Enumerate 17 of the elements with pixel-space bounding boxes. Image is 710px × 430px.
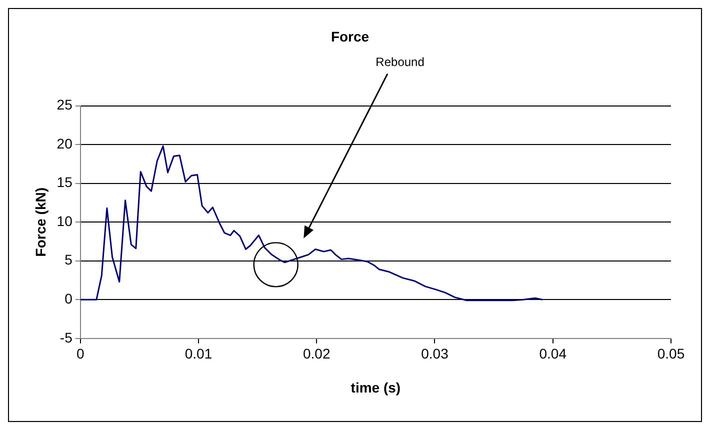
y-tick-label: 0 bbox=[64, 290, 73, 306]
y-tick-label: 10 bbox=[56, 212, 73, 229]
y-axis-title: Force (kN) bbox=[32, 187, 48, 257]
x-tick-label: 0.01 bbox=[184, 346, 212, 362]
x-tick-label: 0 bbox=[76, 346, 84, 362]
text: Rebound bbox=[376, 54, 424, 69]
x-tick-label: 0.03 bbox=[421, 346, 449, 362]
y-tick-label: -5 bbox=[60, 329, 73, 346]
x-tick-label: 0.04 bbox=[539, 346, 567, 362]
y-tick-label: 5 bbox=[64, 252, 73, 268]
x-axis-title: time (s) bbox=[350, 379, 401, 396]
y-tick-label: 15 bbox=[56, 174, 73, 190]
chart-title: Force bbox=[330, 28, 370, 44]
y-tick-label: 25 bbox=[56, 96, 73, 113]
x-tick-label: 0.02 bbox=[303, 346, 330, 362]
x-tick-label: 0.05 bbox=[657, 346, 685, 362]
y-tick-label: 20 bbox=[56, 135, 73, 152]
